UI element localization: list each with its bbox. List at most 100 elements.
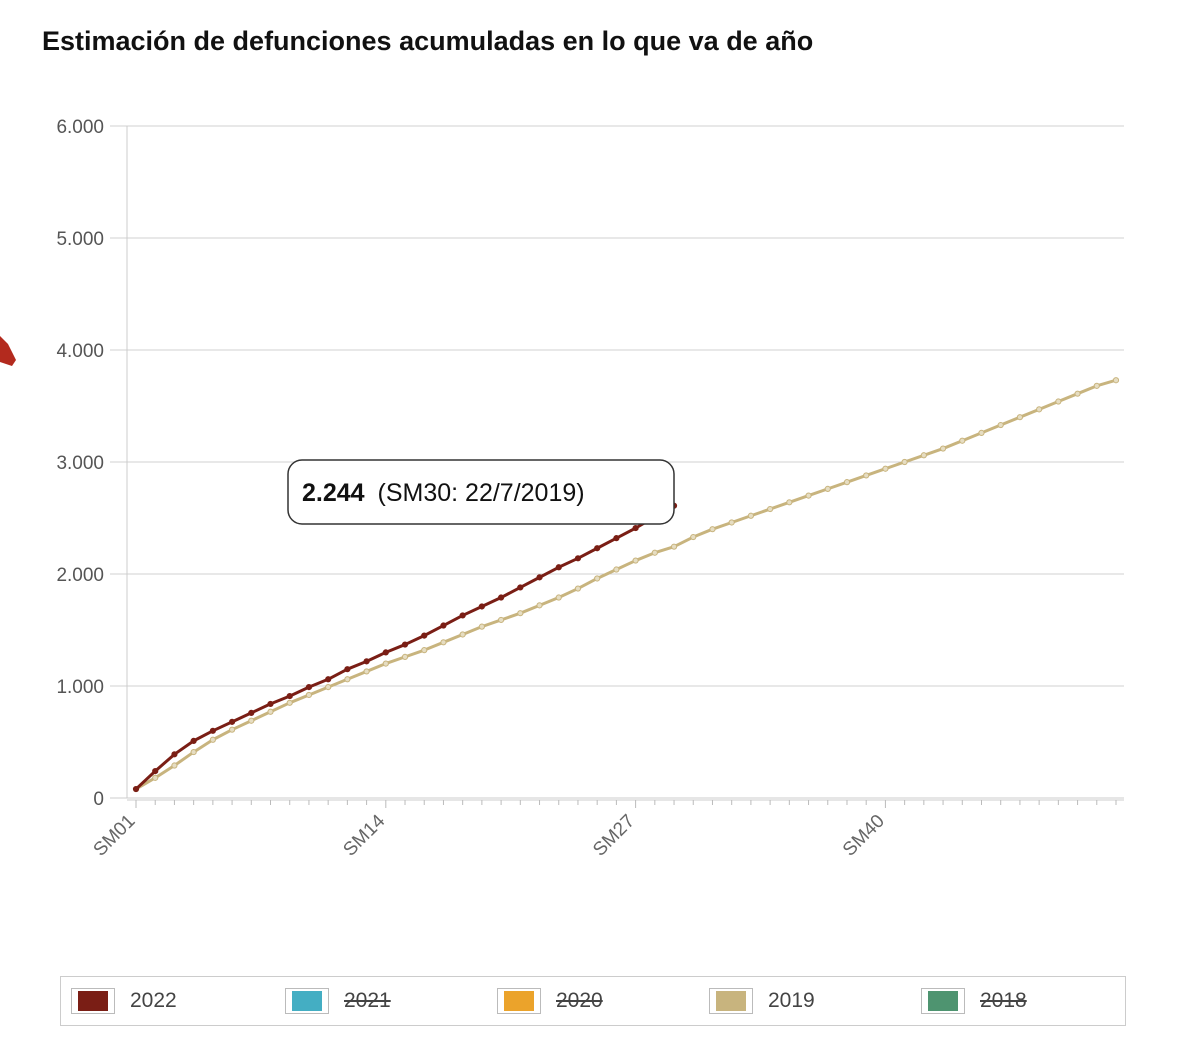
series-2019 [132, 377, 1120, 793]
data-point[interactable] [786, 499, 793, 506]
data-point[interactable] [1036, 406, 1043, 413]
data-point[interactable] [171, 751, 178, 758]
data-point[interactable] [228, 726, 236, 733]
data-point[interactable] [536, 574, 543, 581]
data-point[interactable] [882, 465, 889, 472]
x-axis: SM01 SM14 SM27 SM40 [90, 799, 1124, 861]
data-point[interactable] [555, 594, 562, 601]
data-point[interactable] [440, 622, 447, 629]
data-point[interactable] [1074, 390, 1081, 397]
side-marker-icon [0, 336, 16, 366]
y-tick-label: 3.000 [56, 453, 104, 474]
data-point[interactable] [228, 718, 236, 725]
data-point[interactable] [901, 458, 908, 466]
data-point[interactable] [824, 485, 831, 492]
data-point[interactable] [440, 639, 447, 646]
data-point[interactable] [613, 535, 620, 542]
data-point[interactable] [632, 524, 639, 532]
data-point[interactable] [747, 512, 755, 519]
data-point[interactable] [325, 676, 332, 683]
data-point[interactable] [632, 557, 639, 564]
data-point[interactable] [613, 566, 620, 573]
legend-swatch-color [78, 991, 108, 1011]
data-point[interactable] [344, 666, 351, 673]
data-point[interactable] [1112, 377, 1120, 384]
data-point[interactable] [555, 564, 562, 571]
data-point[interactable] [382, 660, 389, 667]
legend-item-2022[interactable]: 2022 [71, 987, 177, 1015]
data-point[interactable] [305, 684, 313, 691]
data-point[interactable] [805, 492, 812, 499]
data-point[interactable] [670, 543, 678, 550]
data-point[interactable] [497, 616, 505, 624]
data-point[interactable] [1055, 398, 1062, 405]
chart-title: Estimación de defunciones acumuladas en … [42, 26, 814, 56]
data-point[interactable] [594, 545, 601, 552]
data-point[interactable] [152, 774, 159, 781]
legend-label: 2021 [344, 989, 391, 1012]
data-point[interactable] [382, 649, 389, 656]
y-tick-label: 5.000 [56, 229, 104, 250]
data-point[interactable] [132, 785, 140, 793]
data-point[interactable] [363, 668, 370, 675]
data-point[interactable] [959, 437, 966, 444]
data-point[interactable] [728, 519, 735, 526]
data-point[interactable] [997, 421, 1004, 429]
data-point[interactable] [497, 594, 505, 601]
data-point[interactable] [920, 452, 927, 459]
data-point[interactable] [767, 505, 774, 513]
data-point[interactable] [363, 658, 370, 665]
data-point[interactable] [690, 533, 697, 541]
data-point[interactable] [325, 684, 332, 691]
data-point[interactable] [709, 526, 716, 533]
data-point[interactable] [248, 709, 255, 716]
chart-area: 0 1.000 2.000 3.000 4.000 5.000 6.000 SM01 SM14… [56, 117, 1124, 861]
data-point[interactable] [401, 653, 409, 660]
y-tick-label: 0 [93, 789, 104, 810]
data-point[interactable] [1016, 414, 1024, 421]
x-tick-label: SM14 [339, 810, 389, 860]
data-point[interactable] [286, 699, 293, 706]
data-point[interactable] [651, 549, 658, 556]
data-point[interactable] [574, 585, 582, 592]
tooltip-box [287, 459, 675, 525]
data-point[interactable] [574, 555, 582, 562]
data-point[interactable] [1093, 382, 1100, 389]
y-tick-label: 4.000 [56, 341, 104, 362]
data-point[interactable] [190, 748, 197, 756]
legend-item-2018[interactable]: 2018 [921, 987, 1027, 1015]
y-tick-label: 1.000 [56, 677, 104, 698]
data-point[interactable] [286, 692, 293, 700]
data-point[interactable] [939, 445, 947, 452]
data-point[interactable] [459, 612, 466, 619]
data-point[interactable] [459, 631, 466, 638]
data-point[interactable] [421, 632, 428, 639]
legend-item-2021[interactable]: 2021 [285, 987, 391, 1015]
data-point[interactable] [536, 602, 543, 609]
data-point[interactable] [478, 623, 485, 630]
legend-swatch-color [928, 991, 958, 1011]
legend-item-2020[interactable]: 2020 [497, 987, 603, 1015]
data-point[interactable] [267, 708, 274, 715]
data-point[interactable] [209, 727, 216, 734]
tooltip-value: 2.244 [302, 479, 365, 507]
data-point[interactable] [843, 479, 851, 486]
data-point[interactable] [401, 641, 409, 648]
data-point[interactable] [421, 647, 428, 654]
data-point[interactable] [152, 768, 159, 775]
data-point[interactable] [344, 676, 351, 683]
legend-label: 2019 [768, 989, 815, 1012]
data-point[interactable] [594, 575, 601, 582]
data-point[interactable] [171, 762, 178, 769]
data-point[interactable] [267, 700, 274, 708]
data-point[interactable] [978, 429, 985, 436]
data-point[interactable] [478, 603, 485, 610]
data-point[interactable] [517, 584, 524, 591]
data-point[interactable] [248, 717, 255, 724]
data-point[interactable] [863, 472, 870, 479]
data-point[interactable] [190, 737, 197, 744]
data-point[interactable] [517, 610, 524, 617]
legend-item-2019[interactable]: 2019 [709, 987, 815, 1015]
data-point[interactable] [305, 691, 313, 699]
data-point[interactable] [209, 736, 216, 743]
